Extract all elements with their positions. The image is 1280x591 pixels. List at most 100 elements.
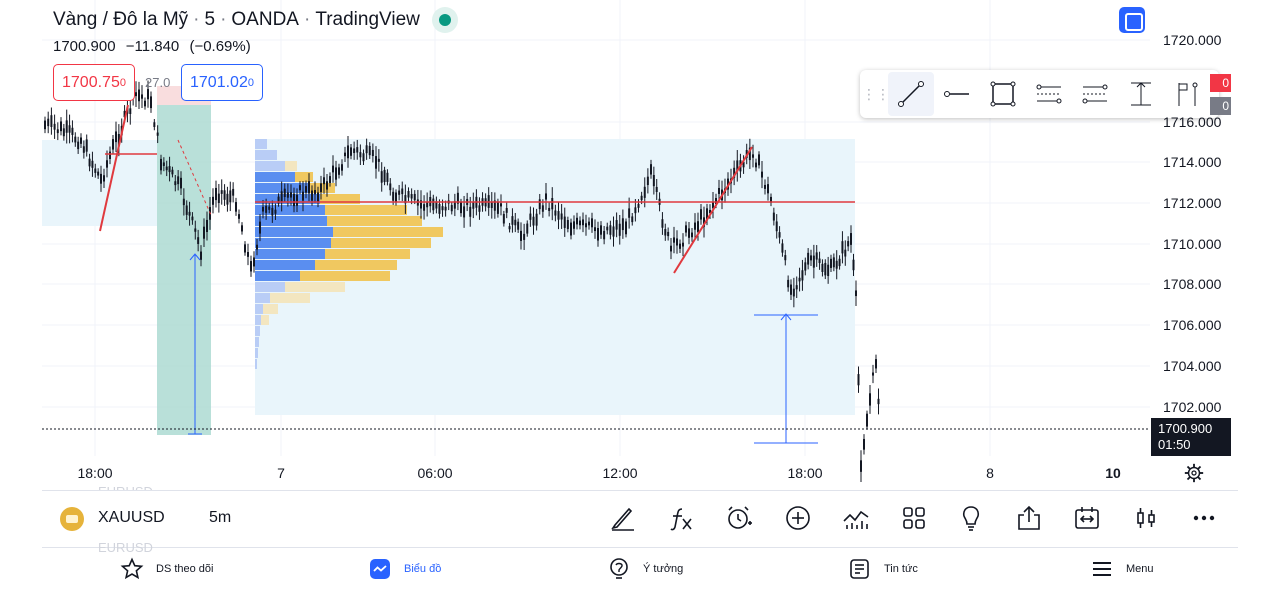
broker-name: OANDA: [231, 9, 299, 30]
volume-profile-bar: [255, 326, 260, 336]
candle: [235, 197, 237, 216]
candle: [112, 135, 114, 154]
candle: [787, 275, 790, 292]
alert-icon[interactable]: [724, 503, 754, 533]
trend-line-right[interactable]: [673, 146, 753, 274]
candle: [548, 202, 551, 217]
buy-price-sup: 0: [247, 76, 254, 89]
candle: [841, 231, 844, 264]
candle: [362, 149, 365, 165]
candle: [667, 227, 670, 241]
rectangle-icon[interactable]: [980, 72, 1026, 116]
buy-button[interactable]: 1701.02 0: [181, 64, 263, 101]
candle: [456, 186, 459, 211]
candle: [435, 196, 438, 214]
add-icon[interactable]: [783, 503, 813, 533]
replay-icon[interactable]: [1072, 503, 1102, 533]
gear-icon[interactable]: [1183, 462, 1205, 484]
drag-handle-icon[interactable]: ⋮⋮: [862, 85, 890, 102]
parallel-channel-icon[interactable]: [1026, 72, 1072, 116]
nav-chart[interactable]: Biểu đồ: [368, 557, 441, 581]
horizontal-ray-icon[interactable]: [934, 72, 980, 116]
candle: [156, 125, 159, 144]
symbol-search-button[interactable]: XAUUSD: [98, 509, 165, 526]
candle: [838, 255, 841, 270]
candle: [505, 202, 508, 219]
volume-profile-bar: [331, 238, 431, 248]
fullscreen-icon[interactable]: [1119, 7, 1145, 33]
candle: [792, 277, 795, 308]
candle: [188, 201, 191, 226]
candle: [420, 190, 422, 219]
nav-watchlist[interactable]: DS theo dõi: [120, 557, 213, 581]
candle: [283, 183, 286, 203]
candle: [554, 204, 557, 222]
candle: [220, 179, 223, 205]
candle: [502, 210, 505, 227]
candle: [742, 155, 745, 174]
price-tag-red: 0: [1210, 74, 1231, 92]
symbol-title[interactable]: Vàng / Đô la Mỹ · 5 · OANDA · TradingVie…: [53, 9, 420, 30]
candle: [174, 175, 177, 192]
candle: [712, 192, 714, 219]
flag-icon[interactable]: [1164, 72, 1210, 116]
candle: [232, 182, 235, 203]
candles-icon[interactable]: [1131, 503, 1161, 533]
volume-profile-bar: [300, 271, 390, 281]
candle: [618, 214, 621, 245]
candle: [365, 138, 368, 160]
candle: [80, 133, 82, 149]
candle: [801, 259, 804, 291]
candle: [511, 208, 514, 233]
share-icon[interactable]: [1014, 503, 1044, 533]
candle: [573, 215, 575, 235]
candle: [588, 217, 590, 230]
candle: [85, 134, 88, 157]
candle: [863, 434, 865, 455]
candle: [153, 118, 156, 131]
candle: [688, 221, 690, 245]
regression-channel-icon[interactable]: [1072, 72, 1118, 116]
market-status-icon[interactable]: [432, 7, 458, 33]
volume-profile-bar: [255, 183, 310, 193]
sell-button[interactable]: 1700.75 0: [53, 64, 135, 101]
long-position-profit-zone: [157, 105, 211, 435]
layout-icon[interactable]: [899, 503, 929, 533]
price-range-measure-left[interactable]: [188, 253, 202, 435]
candle: [65, 109, 68, 144]
more-icon[interactable]: [1189, 503, 1219, 533]
price-range-icon[interactable]: [1118, 72, 1164, 116]
price-chart[interactable]: [0, 0, 1280, 500]
candle: [532, 207, 535, 235]
compare-icon[interactable]: [841, 503, 871, 533]
trend-line-icon[interactable]: [888, 72, 934, 116]
candle: [341, 159, 343, 176]
candle: [767, 176, 769, 201]
nav-news[interactable]: Tin tức: [848, 557, 918, 581]
nav-label: Ý tưởng: [643, 563, 684, 575]
volume-profile-bar: [327, 216, 422, 226]
candle: [835, 250, 838, 280]
price-range-measure-right[interactable]: [754, 313, 818, 444]
candle: [631, 212, 634, 226]
price-scale-label: 1712.000: [1163, 195, 1222, 211]
candle: [857, 366, 860, 393]
nav-ideas[interactable]: Ý tưởng: [607, 557, 683, 581]
candle: [293, 187, 295, 213]
candle: [478, 197, 481, 220]
candle: [259, 214, 261, 242]
interval-button[interactable]: 5m: [209, 509, 232, 526]
ideas-icon[interactable]: [956, 503, 986, 533]
candle: [772, 207, 775, 226]
candle: [625, 218, 627, 238]
candle: [177, 170, 180, 191]
candle: [570, 218, 572, 240]
candle: [371, 143, 374, 163]
brush-icon[interactable]: [608, 503, 638, 533]
candle: [191, 212, 194, 225]
trend-line-left[interactable]: [99, 104, 129, 232]
candle: [615, 212, 618, 238]
indicators-icon[interactable]: [666, 503, 696, 533]
current-price-value: 1700.900: [1158, 421, 1213, 436]
nav-menu[interactable]: Menu: [1090, 557, 1154, 581]
